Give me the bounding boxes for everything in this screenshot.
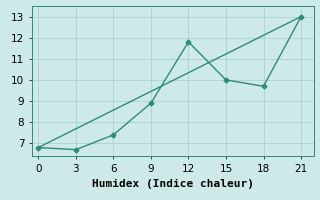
X-axis label: Humidex (Indice chaleur): Humidex (Indice chaleur) [92, 179, 254, 189]
